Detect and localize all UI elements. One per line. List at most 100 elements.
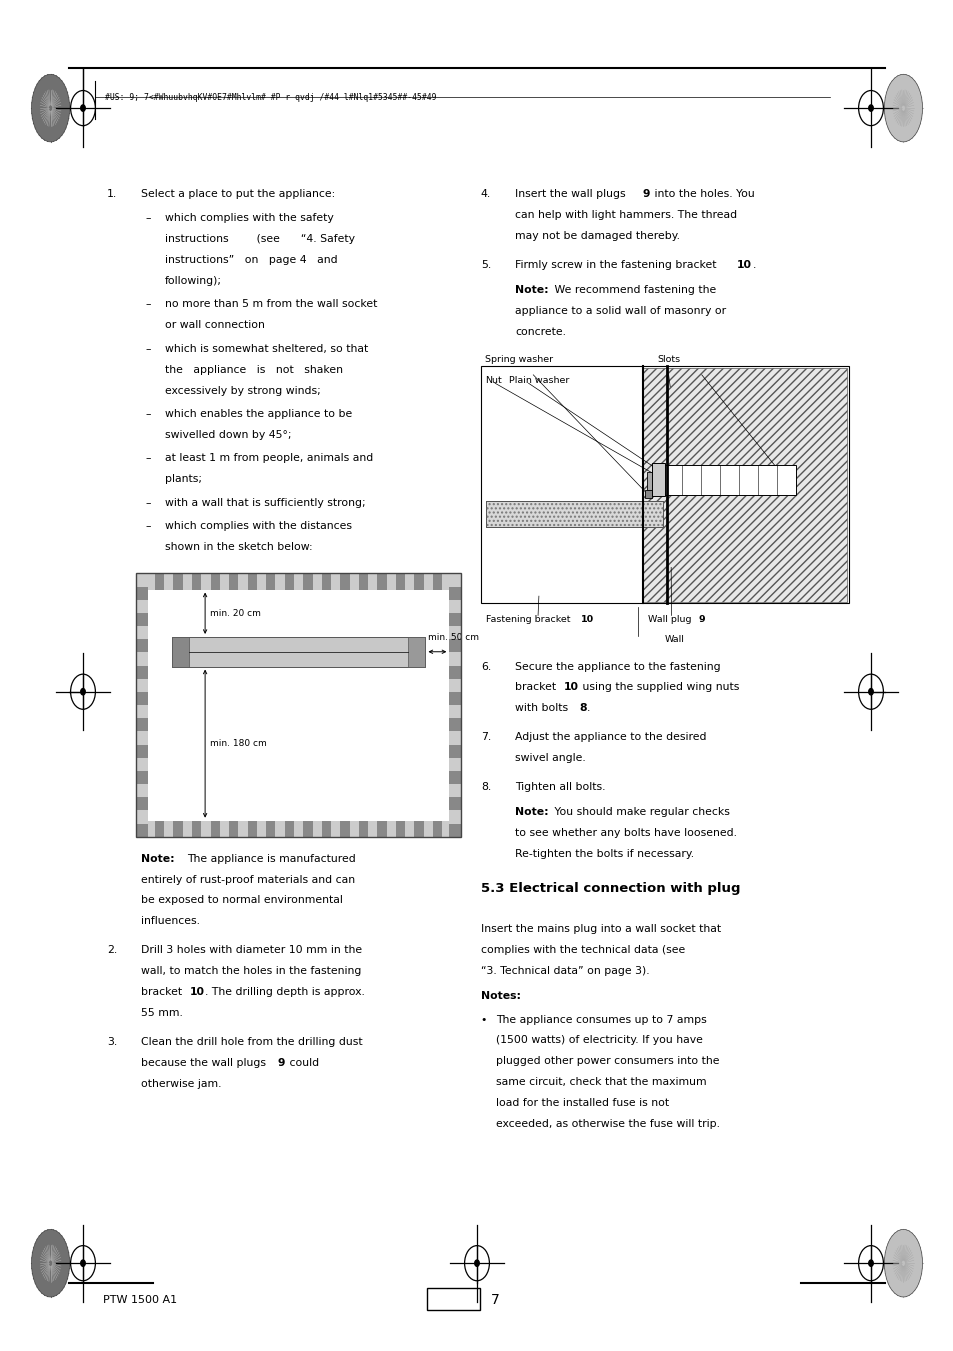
Text: The appliance is manufactured: The appliance is manufactured <box>187 854 355 863</box>
Text: #US: 9; 7<#WhuubvhqKV#OE7#Mhlvlm# #P r qvdj /#44 l#Nlq1#5345##-45#49: #US: 9; 7<#WhuubvhqKV#OE7#Mhlvlm# #P r q… <box>105 93 436 101</box>
Text: bracket: bracket <box>515 682 559 693</box>
Bar <box>284 573 294 589</box>
Text: (1500 watts) of electricity. If you have: (1500 watts) of electricity. If you have <box>496 1035 702 1046</box>
Text: Note:: Note: <box>515 808 548 817</box>
Bar <box>485 501 662 527</box>
Text: . The drilling depth is approx.: . The drilling depth is approx. <box>205 988 365 997</box>
Text: 5.3 Electrical connection with plug: 5.3 Electrical connection with plug <box>480 882 740 896</box>
Bar <box>647 471 657 490</box>
Bar <box>275 573 284 589</box>
Bar <box>480 366 848 603</box>
Bar <box>136 586 148 600</box>
Bar <box>449 600 460 613</box>
Ellipse shape <box>883 1229 922 1297</box>
Text: 4.: 4. <box>480 189 491 199</box>
Text: to see whether any bolts have loosened.: to see whether any bolts have loosened. <box>515 828 737 839</box>
Text: Wall: Wall <box>664 635 683 644</box>
Text: Insert the wall plugs: Insert the wall plugs <box>515 189 629 199</box>
Bar <box>136 705 148 719</box>
Ellipse shape <box>883 74 922 142</box>
Text: 7: 7 <box>491 1293 499 1306</box>
Ellipse shape <box>31 1229 70 1297</box>
Bar <box>238 573 248 589</box>
Bar <box>164 573 173 589</box>
Bar <box>423 820 433 836</box>
Bar <box>331 573 340 589</box>
Bar <box>136 797 148 811</box>
Text: influences.: influences. <box>141 916 200 927</box>
Bar <box>449 639 460 653</box>
Bar <box>266 820 275 836</box>
Bar <box>219 573 229 589</box>
Text: Note:: Note: <box>141 854 174 863</box>
Text: min. 50 cm: min. 50 cm <box>428 634 478 642</box>
Text: using the supplied wing nuts: using the supplied wing nuts <box>578 682 739 693</box>
Text: plants;: plants; <box>165 474 202 484</box>
Bar <box>136 573 148 586</box>
Text: •: • <box>480 1015 487 1024</box>
Text: Select a place to put the appliance:: Select a place to put the appliance: <box>141 189 335 199</box>
Bar <box>449 758 460 771</box>
Bar <box>449 824 460 836</box>
Bar <box>219 820 229 836</box>
Text: or wall connection: or wall connection <box>165 320 265 331</box>
Text: The appliance consumes up to 7 amps: The appliance consumes up to 7 amps <box>496 1015 706 1024</box>
Text: 8.: 8. <box>480 782 491 793</box>
Bar <box>154 820 164 836</box>
Text: –: – <box>145 497 151 508</box>
Text: which complies with the distances: which complies with the distances <box>165 521 352 531</box>
Text: Tighten all bolts.: Tighten all bolts. <box>515 782 605 793</box>
Text: .: . <box>586 704 590 713</box>
Text: 10: 10 <box>190 988 205 997</box>
Text: bracket: bracket <box>141 988 186 997</box>
Text: can help with light hammers. The thread: can help with light hammers. The thread <box>515 211 737 220</box>
Text: be exposed to normal environmental: be exposed to normal environmental <box>141 896 343 905</box>
Text: 10: 10 <box>563 682 578 693</box>
Text: 9: 9 <box>642 189 650 199</box>
Text: 6.: 6. <box>480 662 491 671</box>
Bar <box>449 744 460 758</box>
Bar <box>449 811 460 824</box>
Text: Drill 3 holes with diameter 10 mm in the: Drill 3 holes with diameter 10 mm in the <box>141 946 362 955</box>
Bar <box>238 820 248 836</box>
Bar <box>211 820 219 836</box>
Text: min. 20 cm: min. 20 cm <box>210 609 260 617</box>
Text: 9: 9 <box>277 1058 285 1069</box>
Text: no more than 5 m from the wall socket: no more than 5 m from the wall socket <box>165 300 377 309</box>
Bar <box>449 653 460 666</box>
Bar <box>136 784 148 797</box>
Bar <box>349 573 358 589</box>
Text: concrete.: concrete. <box>515 327 565 336</box>
Text: –: – <box>145 409 151 419</box>
Bar <box>442 573 451 589</box>
Text: Spring washer: Spring washer <box>484 355 552 365</box>
Bar <box>331 820 340 836</box>
Text: Secure the appliance to the fastening: Secure the appliance to the fastening <box>515 662 720 671</box>
Bar <box>349 820 358 836</box>
Bar <box>368 573 377 589</box>
Text: Nut: Nut <box>484 377 501 385</box>
Text: 2.: 2. <box>107 946 117 955</box>
Bar <box>294 820 303 836</box>
Bar <box>136 811 148 824</box>
Text: instructions”   on   page 4   and: instructions” on page 4 and <box>165 255 337 265</box>
Ellipse shape <box>31 74 70 142</box>
Bar <box>183 820 192 836</box>
Bar <box>414 573 423 589</box>
Bar <box>136 639 148 653</box>
Text: appliance to a solid wall of masonry or: appliance to a solid wall of masonry or <box>515 305 725 316</box>
Bar <box>172 636 425 666</box>
Text: 7.: 7. <box>480 732 491 743</box>
Bar <box>442 820 451 836</box>
Bar <box>146 820 154 836</box>
Bar <box>248 820 256 836</box>
Text: –: – <box>145 521 151 531</box>
Text: 1.: 1. <box>107 189 117 199</box>
Bar <box>340 820 349 836</box>
Circle shape <box>868 689 872 694</box>
Text: which is somewhat sheltered, so that: which is somewhat sheltered, so that <box>165 343 368 354</box>
Bar <box>303 573 313 589</box>
Text: Fastening bracket: Fastening bracket <box>485 616 573 624</box>
Text: entirely of rust-proof materials and can: entirely of rust-proof materials and can <box>141 874 355 885</box>
Bar <box>449 678 460 692</box>
